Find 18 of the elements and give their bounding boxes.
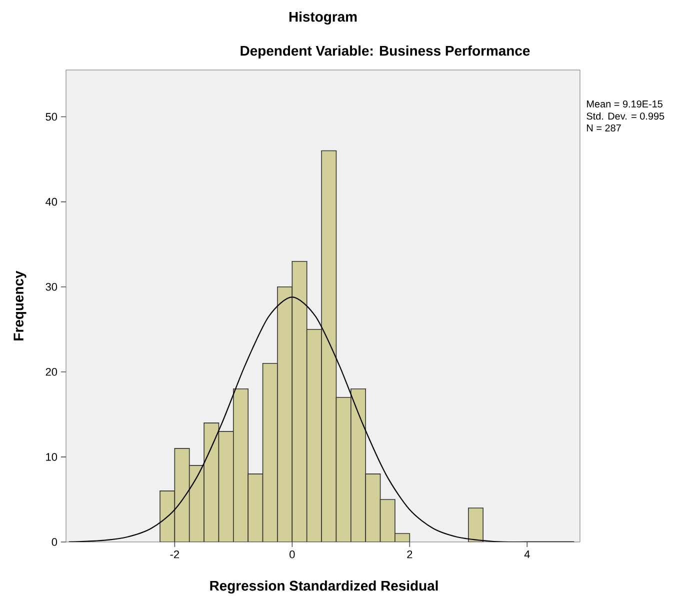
line-series (68, 296, 575, 542)
text: Std. Dev. = 0.995 (586, 112, 664, 120)
x-tick-label: -2 (170, 550, 180, 558)
y-tick-label: 40 (46, 198, 58, 206)
y-tick-label: 50 (46, 112, 58, 121)
x-tick-label: 0 (290, 550, 295, 558)
y-axis-title: Frequency (14, 270, 26, 340)
text: Mean = 9.19E-15 (587, 100, 662, 108)
y-tick-label: 10 (46, 453, 58, 461)
y-tick-label: 0 (52, 538, 58, 546)
y-tick-label: 30 (46, 282, 58, 291)
x-tick-label: 2 (407, 550, 412, 558)
y-tick-label: 20 (46, 368, 58, 376)
x-axis-title: Regression Standardized Residual (210, 580, 438, 594)
x-tick-label: 4 (524, 550, 530, 558)
chart-title: Histogram (289, 11, 357, 25)
chart-subtitle: Dependent Variable: Business Performance (240, 45, 530, 58)
text: N = 287 (587, 124, 621, 132)
